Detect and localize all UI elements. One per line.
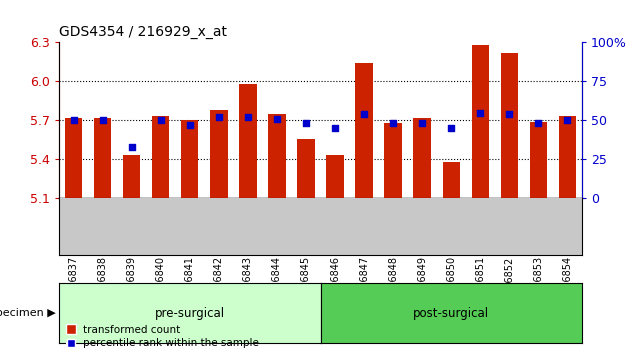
- Bar: [297, 138, 315, 198]
- Point: [330, 125, 340, 131]
- Point: [156, 118, 166, 123]
- Bar: [472, 45, 489, 198]
- Bar: [181, 120, 199, 198]
- Bar: [413, 118, 431, 198]
- Point: [126, 144, 137, 150]
- Bar: [355, 63, 373, 198]
- Bar: [65, 118, 82, 198]
- Legend: transformed count, percentile rank within the sample: transformed count, percentile rank withi…: [63, 321, 263, 352]
- Point: [504, 111, 515, 117]
- Point: [213, 114, 224, 120]
- Point: [446, 125, 456, 131]
- Text: pre-surgical: pre-surgical: [154, 307, 225, 320]
- Point: [388, 121, 398, 126]
- Point: [562, 118, 572, 123]
- Point: [97, 118, 108, 123]
- Point: [533, 121, 544, 126]
- Bar: [239, 84, 256, 198]
- Point: [243, 114, 253, 120]
- Text: GDS4354 / 216929_x_at: GDS4354 / 216929_x_at: [59, 25, 227, 39]
- Point: [185, 122, 195, 128]
- Bar: [559, 116, 576, 198]
- Bar: [210, 110, 228, 198]
- Point: [475, 110, 485, 115]
- Bar: [326, 155, 344, 198]
- Point: [301, 121, 311, 126]
- Point: [272, 116, 282, 122]
- Bar: [268, 114, 286, 198]
- Point: [359, 111, 369, 117]
- Bar: [442, 162, 460, 198]
- Text: post-surgical: post-surgical: [413, 307, 489, 320]
- Bar: [501, 53, 518, 198]
- Point: [69, 118, 79, 123]
- Bar: [123, 155, 140, 198]
- Bar: [385, 123, 402, 198]
- Text: specimen ▶: specimen ▶: [0, 308, 56, 318]
- Bar: [529, 122, 547, 198]
- Bar: [152, 116, 169, 198]
- Bar: [94, 118, 112, 198]
- Point: [417, 121, 428, 126]
